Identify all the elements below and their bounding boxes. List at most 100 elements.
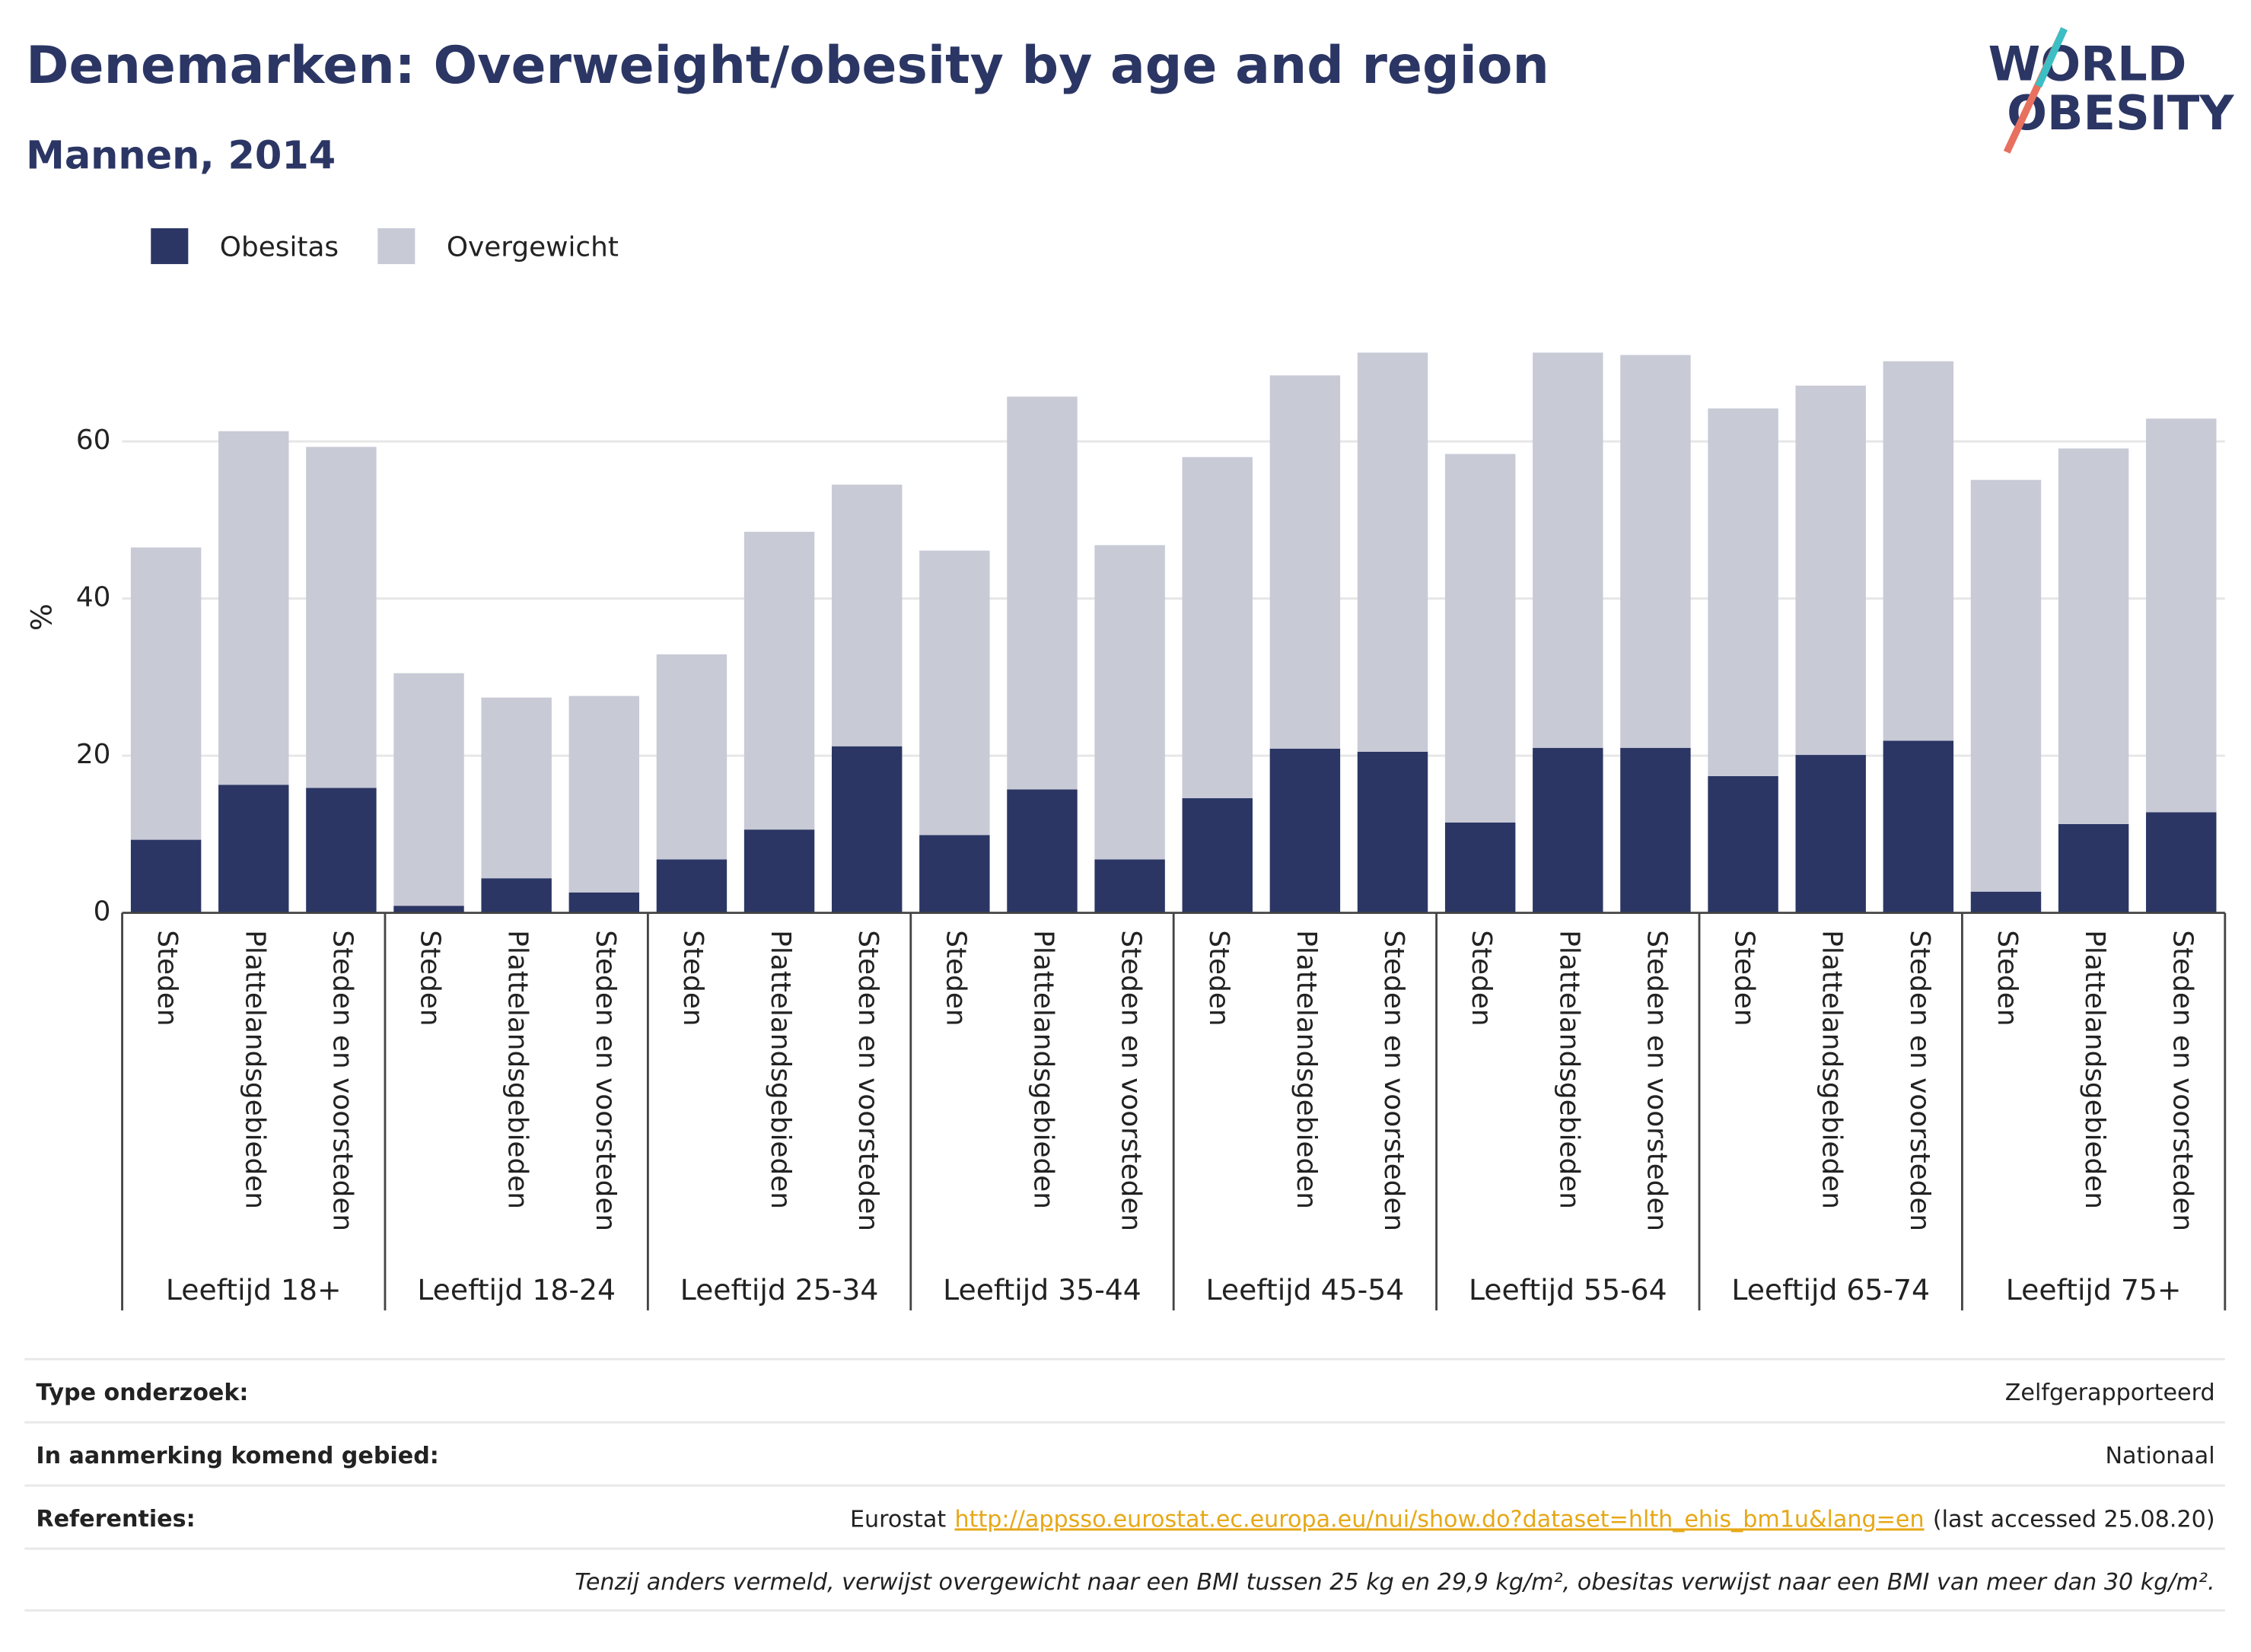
footer-value: Nationaal: [2105, 1443, 2214, 1469]
bar-segment: [1533, 352, 1603, 748]
logo: WORLD OBESITY: [1988, 27, 2234, 154]
group-label: Leeftijd 75+: [2006, 1273, 2182, 1307]
bar-segment: [743, 829, 815, 913]
bar-segment: [2146, 812, 2217, 913]
footer-label: Referenties:: [36, 1506, 195, 1533]
bar-segment: [568, 892, 640, 913]
bar-segment: [1269, 748, 1341, 913]
legend-label: Overgewicht: [447, 231, 619, 263]
group-label: Leeftijd 65-74: [1731, 1273, 1930, 1307]
bar-segment: [1708, 775, 1778, 913]
x-tick-label: Plattelandsgebieden: [1816, 930, 1848, 1209]
footer-label: In aanmerking komend gebied:: [36, 1443, 439, 1469]
bar-segment: [2058, 823, 2129, 913]
bar-segment: [1795, 385, 1866, 756]
y-tick-label: 20: [76, 739, 111, 770]
group-label: Leeftijd 18-24: [417, 1273, 616, 1307]
bar-segment: [1708, 408, 1778, 776]
x-tick-label: Steden: [415, 930, 446, 1026]
bar-segment: [218, 785, 289, 913]
group-label: Leeftijd 55-64: [1469, 1273, 1667, 1307]
legend-swatch: [377, 228, 415, 265]
logo-text: OBESITY: [2007, 85, 2234, 141]
bar-segment: [393, 673, 464, 906]
x-tick-label: Steden en voorsteden: [326, 930, 358, 1231]
bar-segment: [1970, 479, 2042, 892]
legend-label: Obesitas: [220, 231, 339, 263]
x-tick-label: Steden: [1203, 930, 1234, 1026]
bar-segment: [1094, 859, 1165, 913]
logo-text: WORLD: [1988, 37, 2187, 92]
bar-segment: [919, 550, 990, 836]
bar-segment: [1182, 797, 1253, 913]
bar-segment: [1444, 454, 1516, 823]
legend-swatch: [151, 228, 189, 265]
x-tick-label: Steden en voorsteden: [1904, 930, 1935, 1231]
bar-segment: [306, 788, 377, 913]
bar-segment: [1970, 891, 2042, 913]
footer-value: Zelfgerapporteerd: [2005, 1380, 2215, 1406]
bar-segment: [1620, 747, 1691, 913]
bar-segment: [832, 484, 903, 746]
bar-segment: [1795, 755, 1866, 913]
bar-segment: [1533, 747, 1603, 913]
reference-accessed: (last accessed 25.08.20): [1933, 1506, 2215, 1533]
bar-segment: [1269, 375, 1341, 749]
bar-segment: [130, 547, 202, 840]
x-tick-label: Steden: [151, 930, 183, 1026]
x-tick-label: Steden en voorsteden: [1378, 930, 1409, 1231]
footer-label: Type onderzoek:: [36, 1380, 248, 1406]
chart-title: Denemarken: Overweight/obesity by age an…: [26, 36, 1549, 96]
bar-segment: [481, 697, 552, 879]
bar-segment: [1357, 751, 1428, 913]
bar-segment: [1357, 352, 1428, 752]
x-tick-label: Plattelandsgebieden: [239, 930, 270, 1209]
x-tick-label: Plattelandsgebieden: [765, 930, 796, 1209]
x-tick-label: Steden en voorsteden: [1116, 930, 1147, 1231]
bar-segment: [1007, 789, 1078, 913]
x-tick-label: Plattelandsgebieden: [1291, 930, 1322, 1209]
x-tick-label: Plattelandsgebieden: [2079, 930, 2110, 1209]
footer-references: Eurostat http://appsso.eurostat.ec.europa…: [850, 1506, 2215, 1533]
group-label: Leeftijd 25-34: [680, 1273, 879, 1307]
bar-segment: [1094, 545, 1165, 860]
x-tick-label: Steden en voorsteden: [2167, 930, 2198, 1231]
x-tick-label: Steden: [1729, 930, 1760, 1026]
bar-segment: [568, 695, 640, 893]
chart-subtitle: Mannen, 2014: [26, 133, 336, 178]
x-tick-label: Steden: [940, 930, 971, 1026]
x-tick-label: Plattelandsgebieden: [502, 930, 533, 1209]
group-label: Leeftijd 35-44: [943, 1273, 1141, 1307]
logo-slash: [2035, 27, 2068, 88]
bar-segment: [1444, 822, 1516, 913]
bar-segment: [832, 746, 903, 913]
x-tick-label: Steden: [1992, 930, 2023, 1026]
group-label: Leeftijd 45-54: [1206, 1273, 1405, 1307]
bar-segment: [1007, 396, 1078, 790]
bar-segment: [656, 859, 728, 913]
reference-link[interactable]: http://appsso.eurostat.ec.europa.eu/nui/…: [955, 1506, 1925, 1533]
bar-segment: [306, 447, 377, 788]
bar-segment: [1620, 355, 1691, 748]
group-label: Leeftijd 18+: [166, 1273, 342, 1307]
x-tick-label: Plattelandsgebieden: [1553, 930, 1584, 1209]
bar-segment: [743, 531, 815, 830]
y-tick-label: 60: [76, 425, 111, 456]
y-tick-label: 40: [76, 582, 111, 613]
reference-source: Eurostat: [850, 1506, 946, 1533]
bar-segment: [919, 835, 990, 913]
bar-segment: [481, 878, 552, 913]
y-axis-label: %: [24, 603, 58, 631]
bar-segment: [1182, 457, 1253, 798]
x-tick-label: Steden: [1466, 930, 1497, 1026]
bar-segment: [218, 431, 289, 785]
x-tick-label: Steden: [677, 930, 708, 1026]
bar-segment: [2058, 448, 2129, 824]
bar-segment: [656, 654, 728, 860]
y-tick-label: 0: [94, 896, 111, 928]
bar-segment: [1883, 740, 1954, 913]
bar-segment: [393, 906, 464, 913]
x-tick-label: Steden en voorsteden: [1641, 930, 1672, 1231]
bar-segment: [1883, 361, 1954, 741]
